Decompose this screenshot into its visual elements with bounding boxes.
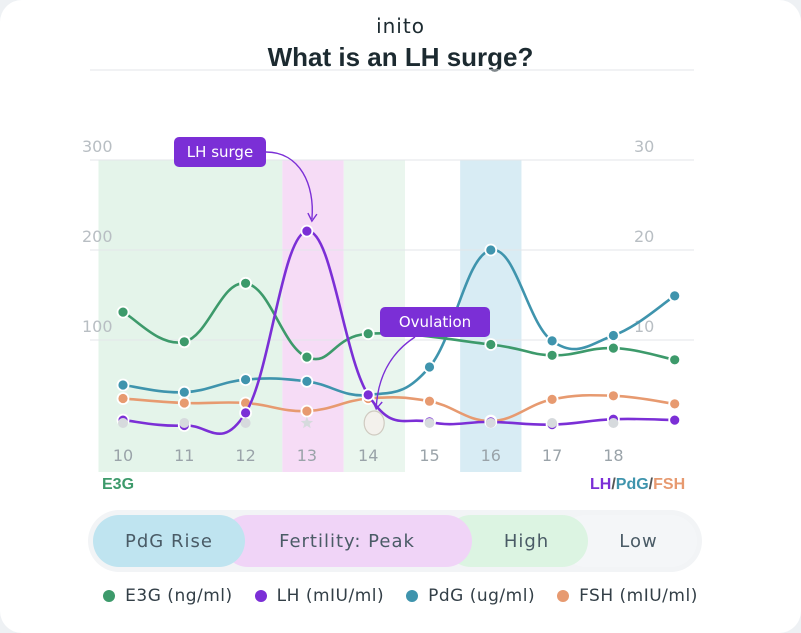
legend-dot-icon bbox=[103, 590, 116, 602]
legend-item-lh: LH (mIU/ml) bbox=[254, 586, 385, 606]
legend-dot-icon bbox=[406, 590, 419, 602]
x-tick-label: 17 bbox=[542, 446, 562, 465]
day-marker-circle bbox=[424, 418, 435, 428]
x-tick-label: 15 bbox=[419, 446, 439, 465]
right-axis-tick-label: 20 bbox=[634, 227, 654, 246]
legend-label: E3G (ng/ml) bbox=[125, 586, 233, 606]
lh-surge-label: LH surge bbox=[187, 143, 253, 161]
legend-item-pdg: PdG (ug/ml) bbox=[406, 586, 535, 606]
right-axis-label-pdg: PdG bbox=[615, 476, 649, 493]
data-point-fsh bbox=[668, 397, 682, 411]
x-tick-label: 18 bbox=[603, 446, 623, 465]
right-axis-sep-1: / bbox=[611, 476, 616, 493]
data-point-pdg bbox=[177, 385, 191, 399]
right-axis-label: LH/PdG/FSH bbox=[590, 476, 685, 494]
data-point-fsh bbox=[300, 404, 314, 418]
left-axis-tick-label: 200 bbox=[82, 227, 113, 246]
day-marker-circle bbox=[118, 418, 128, 428]
day-marker-circle bbox=[608, 418, 619, 428]
ovulation-label: Ovulation bbox=[399, 313, 471, 331]
legend-dot-icon bbox=[557, 590, 570, 602]
data-point-e3g bbox=[239, 276, 253, 290]
right-axis-label-fsh: FSH bbox=[653, 476, 686, 493]
legend-dot-icon bbox=[254, 590, 267, 602]
data-point-pdg bbox=[116, 378, 130, 392]
ovulation-egg-icon bbox=[363, 410, 385, 436]
legend-label: PdG (ug/ml) bbox=[428, 586, 536, 606]
day-marker-circle bbox=[485, 418, 496, 428]
right-axis-sep-2: / bbox=[648, 476, 654, 493]
legend-item-e3g: E3G (ng/ml) bbox=[103, 586, 232, 606]
data-point-pdg bbox=[300, 374, 314, 388]
data-point-e3g bbox=[361, 327, 375, 341]
legend-label: LH (mIU/ml) bbox=[276, 586, 385, 606]
x-tick-label: 11 bbox=[174, 446, 194, 465]
data-point-pdg bbox=[668, 289, 682, 303]
data-point-fsh bbox=[607, 389, 620, 403]
legend: E3G (ng/ml) LH (mIU/ml) PdG (ug/ml) FSH … bbox=[0, 586, 801, 606]
page-title: What is an LH surge? bbox=[267, 42, 534, 72]
series-line-lh bbox=[121, 229, 676, 435]
day-marker-circle bbox=[547, 418, 558, 428]
lh-surge-arrowhead-icon bbox=[307, 212, 318, 223]
x-tick-label: 13 bbox=[297, 446, 317, 465]
data-point-e3g bbox=[607, 341, 620, 355]
data-point-e3g bbox=[177, 335, 191, 349]
left-axis-tick-label: 300 bbox=[82, 137, 113, 156]
ovulation-arrowhead-icon bbox=[371, 399, 383, 411]
x-tick-label: 14 bbox=[358, 446, 378, 465]
data-point-pdg bbox=[545, 334, 559, 348]
data-point-fsh bbox=[116, 392, 130, 405]
data-point-lh bbox=[300, 224, 314, 238]
x-tick-label: 16 bbox=[481, 446, 501, 465]
data-point-e3g bbox=[116, 305, 130, 319]
data-point-e3g bbox=[300, 350, 314, 364]
data-point-fsh bbox=[545, 392, 559, 406]
data-point-fsh bbox=[177, 396, 191, 410]
phase-fertility-peak: Fertility: Peak bbox=[222, 515, 472, 567]
data-point-e3g bbox=[668, 353, 682, 367]
day-marker-circle bbox=[240, 418, 251, 428]
brand-logo: inito bbox=[376, 14, 425, 38]
ovulation-label-box bbox=[380, 307, 490, 337]
right-axis-label-lh: LH bbox=[590, 476, 612, 493]
series-line-fsh bbox=[121, 393, 676, 423]
legend-label: FSH (mIU/ml) bbox=[579, 586, 698, 606]
data-point-pdg bbox=[607, 329, 620, 342]
lh-surge-arrow bbox=[265, 151, 313, 220]
data-point-pdg bbox=[239, 373, 253, 387]
x-tick-label: 10 bbox=[113, 446, 133, 465]
ovulation-arrow bbox=[375, 336, 416, 409]
data-point-e3g bbox=[484, 338, 498, 351]
data-point-lh bbox=[239, 406, 253, 420]
day-marker-star-icon bbox=[300, 416, 314, 429]
lh-surge-label-box bbox=[174, 137, 266, 167]
day-marker-circle bbox=[179, 418, 190, 428]
x-tick-label: 12 bbox=[235, 446, 255, 465]
legend-item-fsh: FSH (mIU/ml) bbox=[557, 586, 698, 606]
data-point-pdg bbox=[484, 243, 498, 257]
data-point-e3g bbox=[545, 348, 559, 362]
data-point-lh bbox=[361, 388, 375, 402]
data-point-lh bbox=[668, 413, 682, 427]
left-axis-tick-label: 100 bbox=[82, 317, 113, 336]
phase-pdg-rise: PdG Rise bbox=[93, 515, 245, 567]
highlight-band-1 bbox=[282, 160, 344, 472]
data-point-fsh bbox=[423, 394, 436, 408]
data-point-pdg bbox=[423, 360, 436, 374]
left-axis-label: E3G bbox=[102, 476, 135, 493]
right-axis-tick-label: 30 bbox=[634, 137, 654, 156]
